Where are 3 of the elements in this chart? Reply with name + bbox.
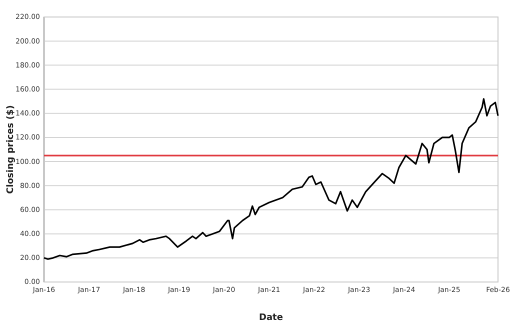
line-series xyxy=(43,98,499,260)
x-axis-title: Date xyxy=(259,313,283,323)
y-axis-title: Closing prices ($) xyxy=(6,105,16,194)
